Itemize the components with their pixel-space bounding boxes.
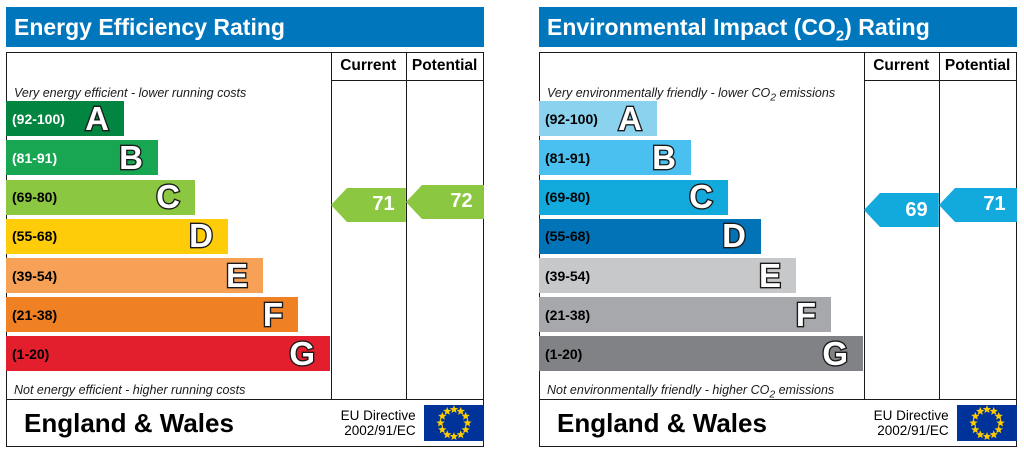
svg-text:A: A bbox=[618, 100, 642, 137]
svg-text:A: A bbox=[85, 100, 109, 137]
svg-text:D: D bbox=[189, 217, 213, 254]
svg-text:E: E bbox=[225, 257, 247, 294]
svg-text:G: G bbox=[289, 335, 315, 372]
svg-text:C: C bbox=[156, 178, 180, 215]
svg-text:E: E bbox=[758, 257, 780, 294]
svg-text:F: F bbox=[796, 296, 816, 333]
svg-text:B: B bbox=[119, 139, 143, 176]
svg-text:B: B bbox=[652, 139, 676, 176]
svg-text:F: F bbox=[263, 296, 283, 333]
svg-text:D: D bbox=[722, 217, 746, 254]
svg-text:C: C bbox=[689, 178, 713, 215]
svg-text:G: G bbox=[822, 335, 848, 372]
